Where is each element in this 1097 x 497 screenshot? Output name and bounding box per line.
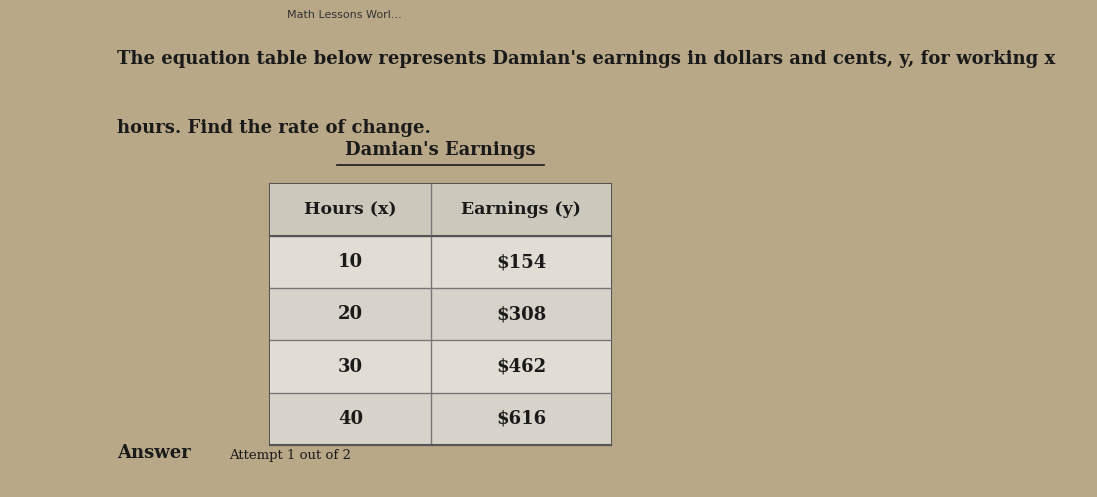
- Text: $616: $616: [496, 410, 546, 428]
- Text: The equation table below represents Damian's earnings in dollars and cents, y, f: The equation table below represents Dami…: [116, 50, 1055, 68]
- FancyBboxPatch shape: [270, 184, 611, 445]
- Text: hours. Find the rate of change.: hours. Find the rate of change.: [116, 119, 431, 137]
- Text: $308: $308: [496, 305, 546, 324]
- FancyBboxPatch shape: [270, 340, 611, 393]
- Text: Attempt 1 out of 2: Attempt 1 out of 2: [229, 449, 351, 462]
- Text: 30: 30: [338, 357, 363, 376]
- Text: $154: $154: [496, 253, 546, 271]
- FancyBboxPatch shape: [270, 236, 611, 288]
- Text: Math Lessons Worl...: Math Lessons Worl...: [287, 10, 403, 20]
- Text: 40: 40: [338, 410, 363, 428]
- FancyBboxPatch shape: [270, 288, 611, 340]
- Text: 20: 20: [338, 305, 363, 324]
- FancyBboxPatch shape: [270, 393, 611, 445]
- Text: Hours (x): Hours (x): [304, 201, 397, 219]
- Text: 10: 10: [338, 253, 363, 271]
- Text: Damian's Earnings: Damian's Earnings: [344, 141, 535, 159]
- Text: $462: $462: [496, 357, 546, 376]
- FancyBboxPatch shape: [270, 184, 611, 236]
- Text: Earnings (y): Earnings (y): [461, 201, 581, 219]
- Text: Answer: Answer: [116, 444, 191, 462]
